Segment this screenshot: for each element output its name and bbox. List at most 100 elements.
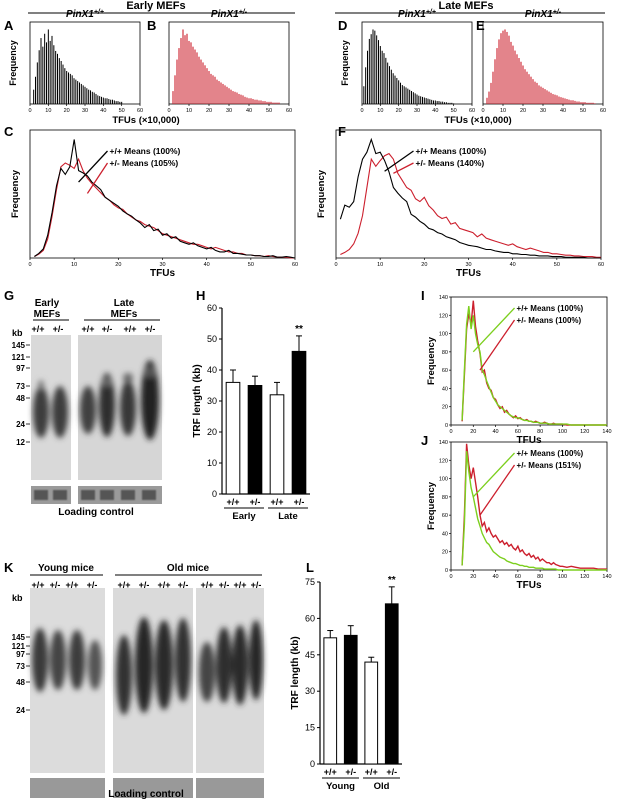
chart-b-bar: [200, 59, 202, 104]
chart-h-bar: [225, 381, 241, 495]
chart-h-bar: [247, 385, 263, 495]
chart-c-xtick-label: 0: [28, 262, 31, 268]
chart-b-bar: [242, 95, 244, 104]
chart-e-bar: [526, 71, 528, 104]
chart-i-ytick-label: 120: [439, 313, 448, 319]
chart-e-bar: [572, 100, 574, 104]
chart-i-ytick-label: 20: [442, 405, 448, 411]
chart-l-category-label: +/+: [324, 767, 337, 777]
gel-g-loading-bands: [34, 490, 156, 500]
chart-a-xtick-label: 20: [64, 108, 70, 114]
panel-letter-c: C: [4, 124, 14, 139]
chart-b-bar: [228, 88, 230, 104]
lane-label: +/-: [87, 580, 98, 590]
chart-l-annotation: **: [388, 575, 396, 586]
chart-e-bar: [554, 94, 556, 104]
chart-i-legend-pointer: [472, 307, 515, 353]
chart-e-bar: [498, 39, 500, 105]
lane-label: +/-: [145, 324, 156, 334]
chart-e-bar: [486, 97, 488, 104]
chart-j-ytick-label: 100: [439, 477, 448, 483]
chart-l-ytick-label: 75: [305, 577, 315, 587]
chart-b-bar: [272, 102, 274, 104]
chart-e-bar: [574, 100, 576, 104]
chart-d-bar: [366, 50, 369, 104]
chart-a-bar: [73, 78, 75, 104]
chart-c-xtick-label: 60: [292, 262, 298, 268]
chart-l-bar: [343, 634, 358, 765]
chart-e-bar: [590, 102, 592, 104]
panel-letter-j: J: [421, 433, 428, 448]
chart-j-xtick-label: 60: [515, 574, 521, 580]
chart-d-bar: [453, 103, 455, 104]
chart-f-xtick-label: 50: [554, 262, 560, 268]
chart-c-xtick-label: 50: [248, 262, 254, 268]
chart-f-xtick-label: 20: [421, 262, 427, 268]
chart-f-series-line: [339, 137, 601, 259]
chart-d-xtick-label: 10: [377, 108, 383, 114]
chart-e-bar: [582, 102, 584, 104]
chart-b-bar: [182, 29, 184, 105]
chart-d-bar: [407, 88, 409, 104]
chart-e-bar: [568, 99, 570, 104]
chart-c-legend-label: +/- Means (105%): [110, 158, 179, 168]
chart-b-xtick-label: 20: [206, 108, 212, 114]
chart-a-bar: [100, 96, 103, 104]
chart-a-bar: [108, 98, 110, 104]
chart-i-ytick-label: 60: [442, 368, 448, 374]
gel-k-kb: kb: [12, 593, 23, 603]
chart-a-bar: [33, 89, 35, 104]
chart-i-legend-pointer: [479, 319, 516, 371]
chart-h-category-label: +/+: [226, 497, 239, 507]
chart-b-bar: [270, 101, 272, 104]
chart-e-bar: [538, 85, 540, 104]
chart-b-bar: [176, 59, 178, 104]
chart-f-xtick-label: 30: [465, 262, 471, 268]
chart-l-ytick-label: 15: [305, 723, 315, 733]
chart-d-bar: [392, 73, 394, 104]
chart-e-xtick-label: 30: [540, 108, 546, 114]
chart-c-legend-pointer: [86, 162, 109, 194]
chart-e-xtick-label: 20: [520, 108, 526, 114]
chart-d-bar: [377, 40, 380, 104]
chart-e-bar: [508, 35, 510, 104]
chart-a-bar: [53, 45, 55, 104]
chart-a-bar: [110, 99, 112, 104]
lane-label: +/+: [81, 324, 94, 334]
chart-b-bar: [174, 75, 176, 104]
chart-b-xtick-label: 30: [226, 108, 232, 114]
chart-a-bar: [121, 101, 123, 104]
marker-label: 145: [12, 341, 26, 350]
chart-e-bar: [578, 101, 580, 104]
chart-c-legend-label: +/+ Means (100%): [110, 146, 181, 156]
chart-h: 0 10 20 30 40 50 60 +/+ +/- +/+ +/- ** Early Late TRF …: [192, 303, 310, 522]
chart-d-xlabel: TFUs (×10,000): [444, 115, 511, 126]
chart-c-xtick-label: 40: [204, 262, 210, 268]
chart-b-bar: [258, 100, 260, 104]
chart-b-xtick-label: 50: [266, 108, 272, 114]
chart-d-bar: [427, 98, 429, 104]
chart-b-bar: [260, 100, 262, 104]
gel-g-loading-label: Loading control: [58, 507, 134, 518]
gel-g-sub-late-2: MEFs: [111, 309, 138, 320]
chart-a-bar: [106, 98, 108, 104]
gel-g-kb: kb: [12, 328, 23, 338]
chart-e-bar: [586, 102, 588, 104]
chart-b-bar: [192, 46, 194, 104]
chart-b-xtick-label: 40: [246, 108, 252, 114]
chart-c-legend-pointer: [78, 150, 108, 183]
gel-k-sub-young: Young mice: [38, 563, 94, 574]
chart-d-bar: [370, 34, 372, 104]
chart-a-xtick-label: 0: [28, 108, 31, 114]
marker-label: 24: [16, 420, 25, 429]
chart-b-bar: [254, 99, 256, 104]
chart-e-bar: [536, 82, 538, 104]
chart-e-bar: [510, 41, 512, 104]
chart-b-bar: [180, 38, 182, 105]
gel-k-smears: [32, 617, 263, 715]
chart-e-xtick-label: 0: [481, 108, 484, 114]
chart-a-bar: [55, 50, 57, 104]
chart-a-xtick-label: 10: [45, 108, 51, 114]
chart-f-ylabel: Frequency: [316, 169, 327, 218]
chart-e: 0 10 20 30 40 50 60 PinX1+/-: [481, 9, 606, 115]
